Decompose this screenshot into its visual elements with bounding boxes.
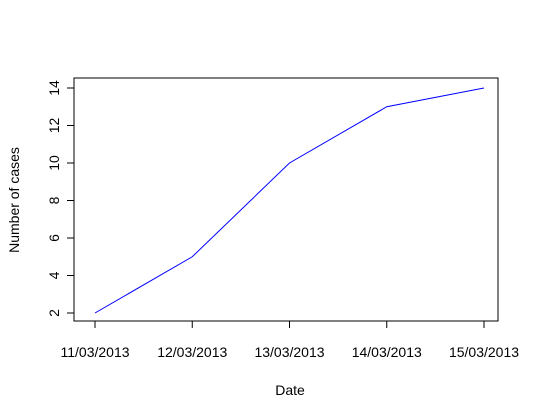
x-tick-label: 15/03/2013 — [449, 344, 519, 360]
y-tick-label: 6 — [46, 234, 62, 242]
y-tick-label: 12 — [46, 118, 62, 134]
x-tick-label: 11/03/2013 — [60, 344, 129, 360]
y-axis: 2 4 6 8 10 12 14 — [46, 80, 75, 317]
y-tick-label: 14 — [46, 80, 62, 96]
series-layer — [94, 87, 485, 314]
y-tick-label: 4 — [46, 271, 62, 279]
x-tick-label: 14/03/2013 — [352, 344, 422, 360]
series-line — [94, 87, 485, 314]
y-tick-label: 8 — [46, 196, 62, 204]
x-axis: 11/03/2013 12/03/2013 13/03/2013 14/03/2013… — [60, 320, 519, 360]
y-tick-label: 10 — [46, 155, 62, 171]
x-tick-label: 12/03/2013 — [157, 344, 227, 360]
plot-frame — [73, 77, 499, 322]
x-tick-label: 13/03/2013 — [254, 344, 324, 360]
x-axis-label: Date — [275, 382, 305, 398]
y-axis-label: Number of cases — [6, 147, 22, 253]
y-tick-label: 2 — [46, 309, 62, 317]
